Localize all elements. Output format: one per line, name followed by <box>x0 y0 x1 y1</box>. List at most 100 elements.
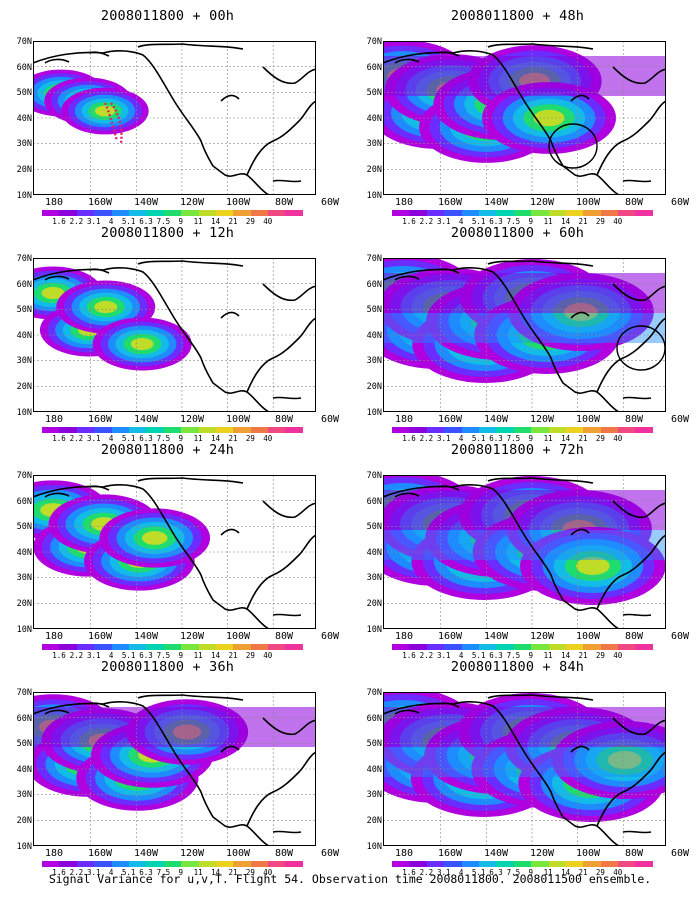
colorbar-swatch <box>233 427 251 433</box>
y-tick-label: 30N <box>366 356 382 367</box>
colorbar-swatch <box>426 427 445 433</box>
colorbar-swatch <box>215 644 234 650</box>
y-tick-label: 50N <box>16 522 32 533</box>
variance-contours <box>33 69 149 135</box>
colorbar-label: 2.2 <box>419 434 434 443</box>
colorbar-label: 5.1 <box>471 217 486 226</box>
panel-title: 2008011800 + 72h <box>450 442 585 458</box>
y-tick-label: 10N <box>16 407 32 418</box>
y-tick-label: 70N <box>366 688 382 698</box>
x-tick-label: 140W <box>133 197 159 208</box>
colorbar-label: 3.1 <box>87 651 101 660</box>
colorbar-label: 21 <box>228 868 238 877</box>
colorbar-swatch <box>146 427 164 433</box>
variance-contours <box>33 480 211 591</box>
colorbar-label: 2.2 <box>69 868 84 877</box>
colorbar-label: 11 <box>543 217 553 226</box>
map-panel: 2008011800 + 24h 70N 60N 50N 40N 30N 20N 10N 180… <box>0 442 339 660</box>
x-tick-label: 160W <box>87 631 113 642</box>
colorbar-label: 7.5 <box>156 868 171 877</box>
x-tick-label: 160W <box>87 197 113 208</box>
y-tick-label: 20N <box>366 165 382 175</box>
colorbar-swatch <box>392 644 410 650</box>
colorbar-swatch <box>268 644 286 650</box>
colorbar-label: 7.5 <box>506 651 521 660</box>
colorbar-label: 4 <box>458 434 464 443</box>
x-tick-label: 80W <box>274 414 294 425</box>
colorbar-swatch <box>444 861 462 867</box>
colorbar-label: 14 <box>561 434 571 443</box>
y-tick-label: 50N <box>16 88 32 99</box>
colorbar-label: 6.3 <box>489 651 503 660</box>
colorbar-label: 40 <box>613 868 623 877</box>
x-tick-label: 160W <box>437 197 463 208</box>
colorbar-swatch <box>635 644 653 650</box>
colorbar-swatch <box>600 210 619 216</box>
y-tick-label: 60N <box>16 62 32 73</box>
colorbar-label: 1.6 <box>402 868 416 877</box>
x-tick-label: 60W <box>320 631 340 642</box>
colorbar-swatch <box>215 861 234 867</box>
colorbar-label: 2.2 <box>419 217 434 226</box>
x-tick-label: 100W <box>575 631 601 642</box>
colorbar-swatch <box>163 427 182 433</box>
colorbar-swatch <box>42 210 60 216</box>
x-tick-label: 60W <box>320 414 340 425</box>
colorbar-label: 4 <box>108 651 114 660</box>
colorbar-label: 1.6 <box>52 651 66 660</box>
colorbar-label: 29 <box>595 434 605 443</box>
colorbar-swatch <box>618 644 636 650</box>
colorbar-label: 40 <box>613 651 623 660</box>
colorbar-swatch <box>635 210 653 216</box>
colorbar-label: 4 <box>458 217 464 226</box>
colorbar-swatch <box>42 861 60 867</box>
x-tick-label: 80W <box>624 631 644 642</box>
y-tick-label: 50N <box>366 305 382 316</box>
colorbar-swatch <box>198 861 216 867</box>
coastlines <box>33 43 316 195</box>
x-tick-label: 120W <box>179 414 205 425</box>
y-tick-label: 50N <box>16 739 32 750</box>
colorbar <box>392 644 653 650</box>
x-tick-label: 100W <box>575 414 601 425</box>
colorbar-swatch <box>198 427 216 433</box>
target-circle <box>548 123 598 169</box>
x-tick-label: 100W <box>575 197 601 208</box>
colorbar-label: 7.5 <box>506 217 521 226</box>
panel-title: 2008011800 + 48h <box>450 8 585 24</box>
colorbar-swatch <box>42 644 60 650</box>
y-tick-label: 40N <box>16 547 32 558</box>
colorbar-swatch <box>548 210 566 216</box>
colorbar-swatch <box>565 861 584 867</box>
coastlines <box>33 477 316 629</box>
colorbar-label: 14 <box>561 868 571 877</box>
y-tick-label: 70N <box>16 37 32 47</box>
colorbar-label: 6.3 <box>139 868 153 877</box>
variance-map <box>33 475 316 629</box>
colorbar-label: 7.5 <box>506 434 521 443</box>
x-tick-label: 80W <box>274 848 294 859</box>
colorbar-swatch <box>76 427 95 433</box>
colorbar-swatch <box>111 861 129 867</box>
colorbar-label: 29 <box>595 651 605 660</box>
map-svg <box>33 692 316 846</box>
y-tick-label: 50N <box>366 739 382 750</box>
colorbar-swatch <box>250 210 269 216</box>
colorbar-label: 2.2 <box>69 434 84 443</box>
colorbar-swatch <box>392 210 410 216</box>
colorbar-swatch <box>444 427 462 433</box>
colorbar <box>392 210 653 216</box>
y-tick-label: 30N <box>16 573 32 584</box>
colorbar-swatch <box>444 644 462 650</box>
y-tick-label: 20N <box>16 816 32 826</box>
map-panel: 2008011800 + 12h 70N 60N 50N 40N 30N 20N 10N 180… <box>0 225 339 443</box>
y-tick-label: 50N <box>16 305 32 316</box>
colorbar-swatch <box>600 427 619 433</box>
y-tick-label: 70N <box>366 254 382 264</box>
colorbar <box>42 210 303 216</box>
x-tick-label: 100W <box>225 414 251 425</box>
x-tick-label: 80W <box>274 631 294 642</box>
colorbar-swatch <box>128 861 147 867</box>
colorbar-label: 1.6 <box>52 434 66 443</box>
colorbar-label: 7.5 <box>156 434 171 443</box>
